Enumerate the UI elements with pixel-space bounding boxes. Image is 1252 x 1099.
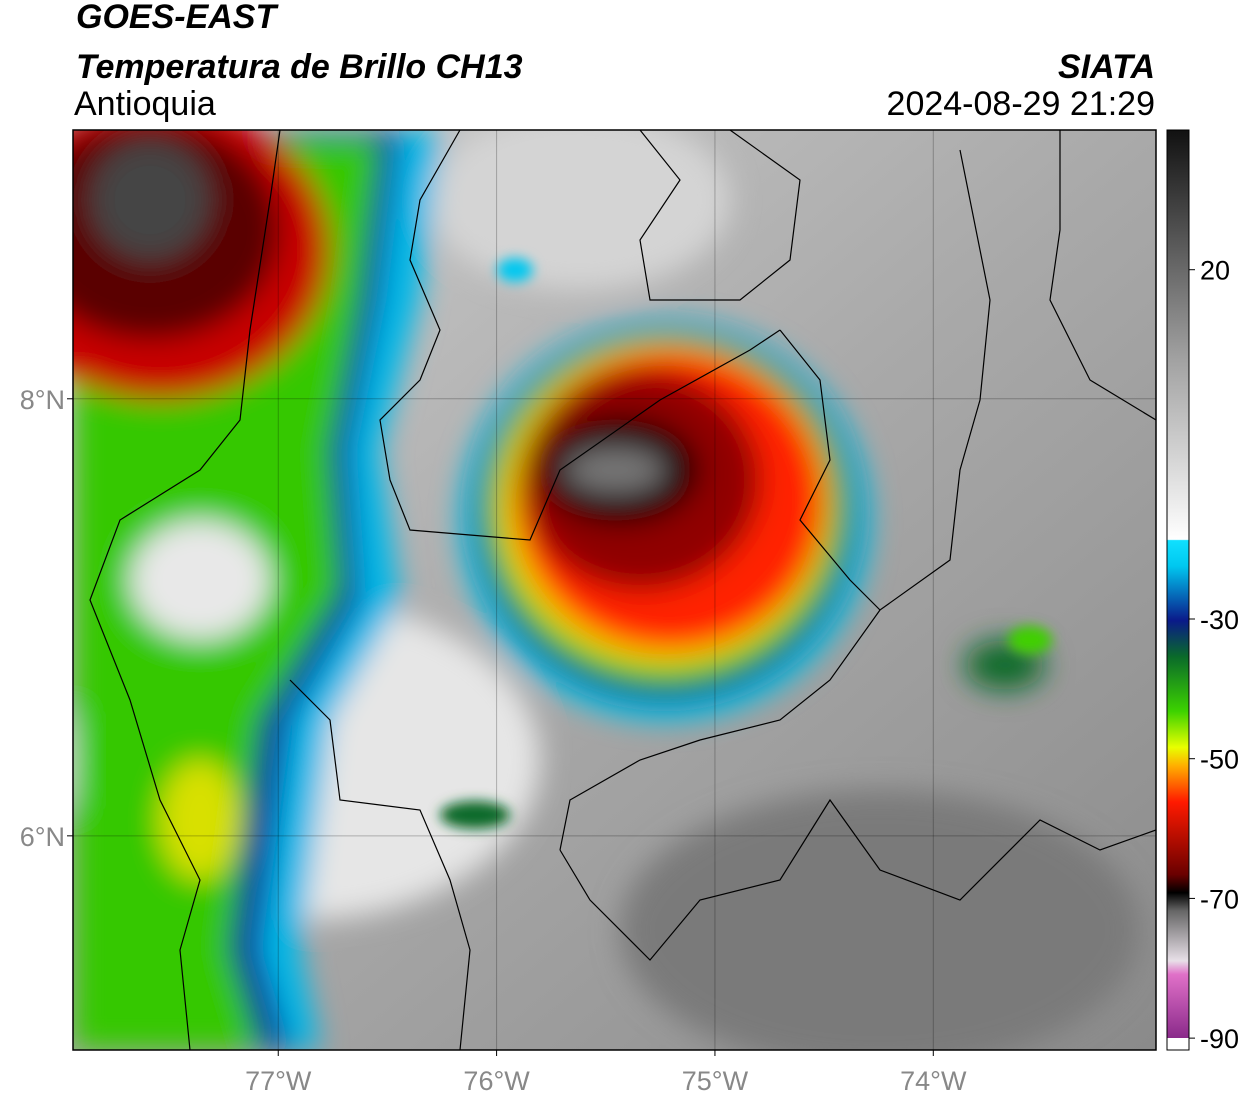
colorbar-tick-label: -70 <box>1200 884 1239 914</box>
x-tick-label: 75°W <box>682 1066 749 1096</box>
colorbar-frame <box>1166 129 1190 1051</box>
product-title: Temperatura de Brillo CH13 <box>76 48 523 86</box>
colorbar-tick-label: -30 <box>1200 605 1239 635</box>
colorbar-tick-label: 20 <box>1200 256 1230 286</box>
colorbar <box>1167 130 1189 1038</box>
satellite-title: GOES-EAST <box>76 0 279 36</box>
y-tick-label: 8°N <box>20 385 65 415</box>
region: Antioquia <box>74 85 216 123</box>
map-frame <box>72 129 1157 1051</box>
x-tick-label: 77°W <box>245 1066 312 1096</box>
datetime: 2024-08-29 21:29 <box>887 85 1155 123</box>
colorbar-extend <box>1167 1038 1189 1050</box>
x-tick-label: 76°W <box>463 1066 530 1096</box>
colorbar-tick-label: -50 <box>1200 745 1239 775</box>
colorbar-tick-label: -90 <box>1200 1024 1239 1054</box>
x-tick-label: 74°W <box>900 1066 967 1096</box>
source: SIATA <box>1058 48 1155 86</box>
satellite-image <box>73 130 1156 1050</box>
y-tick-label: 6°N <box>20 822 65 852</box>
